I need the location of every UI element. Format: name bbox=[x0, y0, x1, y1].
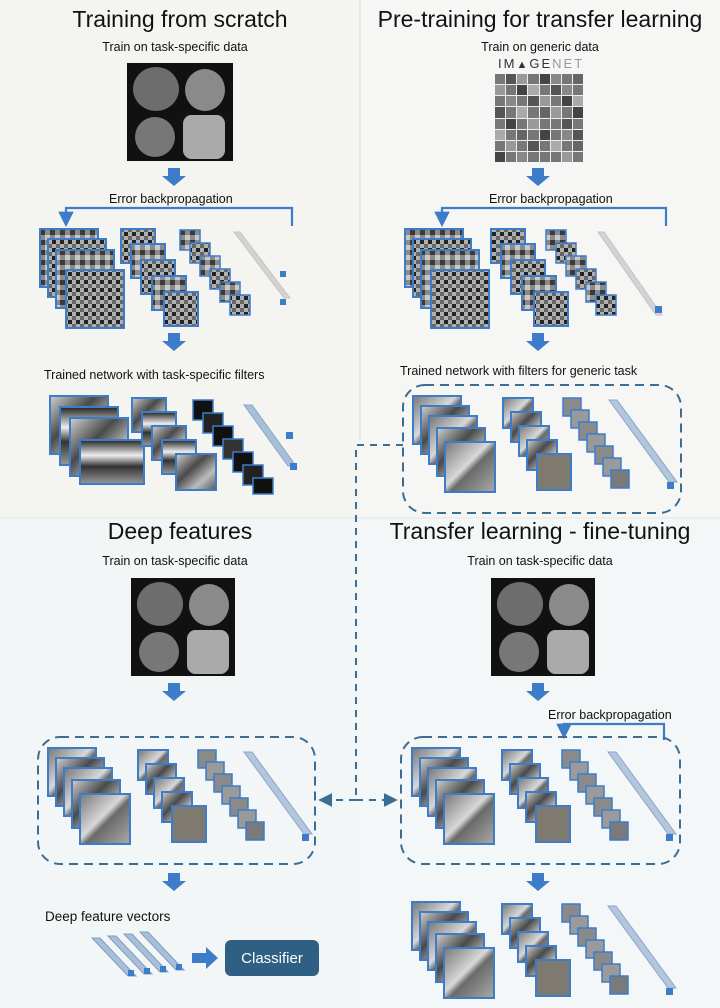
medical-images-fine-tuning bbox=[491, 578, 595, 676]
result-label-scratch: Trained network with task-specific filte… bbox=[44, 368, 265, 382]
title-pretraining: Pre-training for transfer learning bbox=[377, 6, 703, 32]
backprop-label-scratch: Error backpropagation bbox=[109, 192, 233, 206]
network-scratch-trained bbox=[49, 395, 297, 495]
result-label-pretraining: Trained network with filters for generic… bbox=[400, 364, 638, 378]
backprop-label-finetune: Error backpropagation bbox=[548, 708, 672, 722]
backprop-label-pretraining: Error backpropagation bbox=[489, 192, 613, 206]
classifier-box: Classifier bbox=[225, 940, 319, 976]
medical-images-scratch bbox=[127, 63, 233, 161]
title-training-from-scratch: Training from scratch bbox=[72, 6, 288, 32]
title-fine-tuning: Transfer learning - fine-tuning bbox=[389, 518, 691, 544]
caption-generic-data: Train on generic data bbox=[481, 40, 599, 54]
down-arrows bbox=[162, 168, 550, 969]
deep-feature-vectors-label: Deep feature vectors bbox=[45, 909, 171, 924]
imagenet-logo: IM▲GENET bbox=[498, 56, 585, 71]
caption-finetune-data: Train on task-specific data bbox=[467, 554, 613, 568]
caption-scratch-data: Train on task-specific data bbox=[102, 40, 248, 54]
caption-deep-features-data: Train on task-specific data bbox=[102, 554, 248, 568]
title-deep-features: Deep features bbox=[107, 518, 253, 544]
medical-images-deep-features bbox=[131, 578, 235, 676]
network-pretraining-raw bbox=[404, 228, 663, 329]
imagenet-mosaic bbox=[495, 74, 583, 162]
network-scratch-raw bbox=[39, 228, 292, 329]
deep-feature-vectors bbox=[90, 931, 186, 977]
